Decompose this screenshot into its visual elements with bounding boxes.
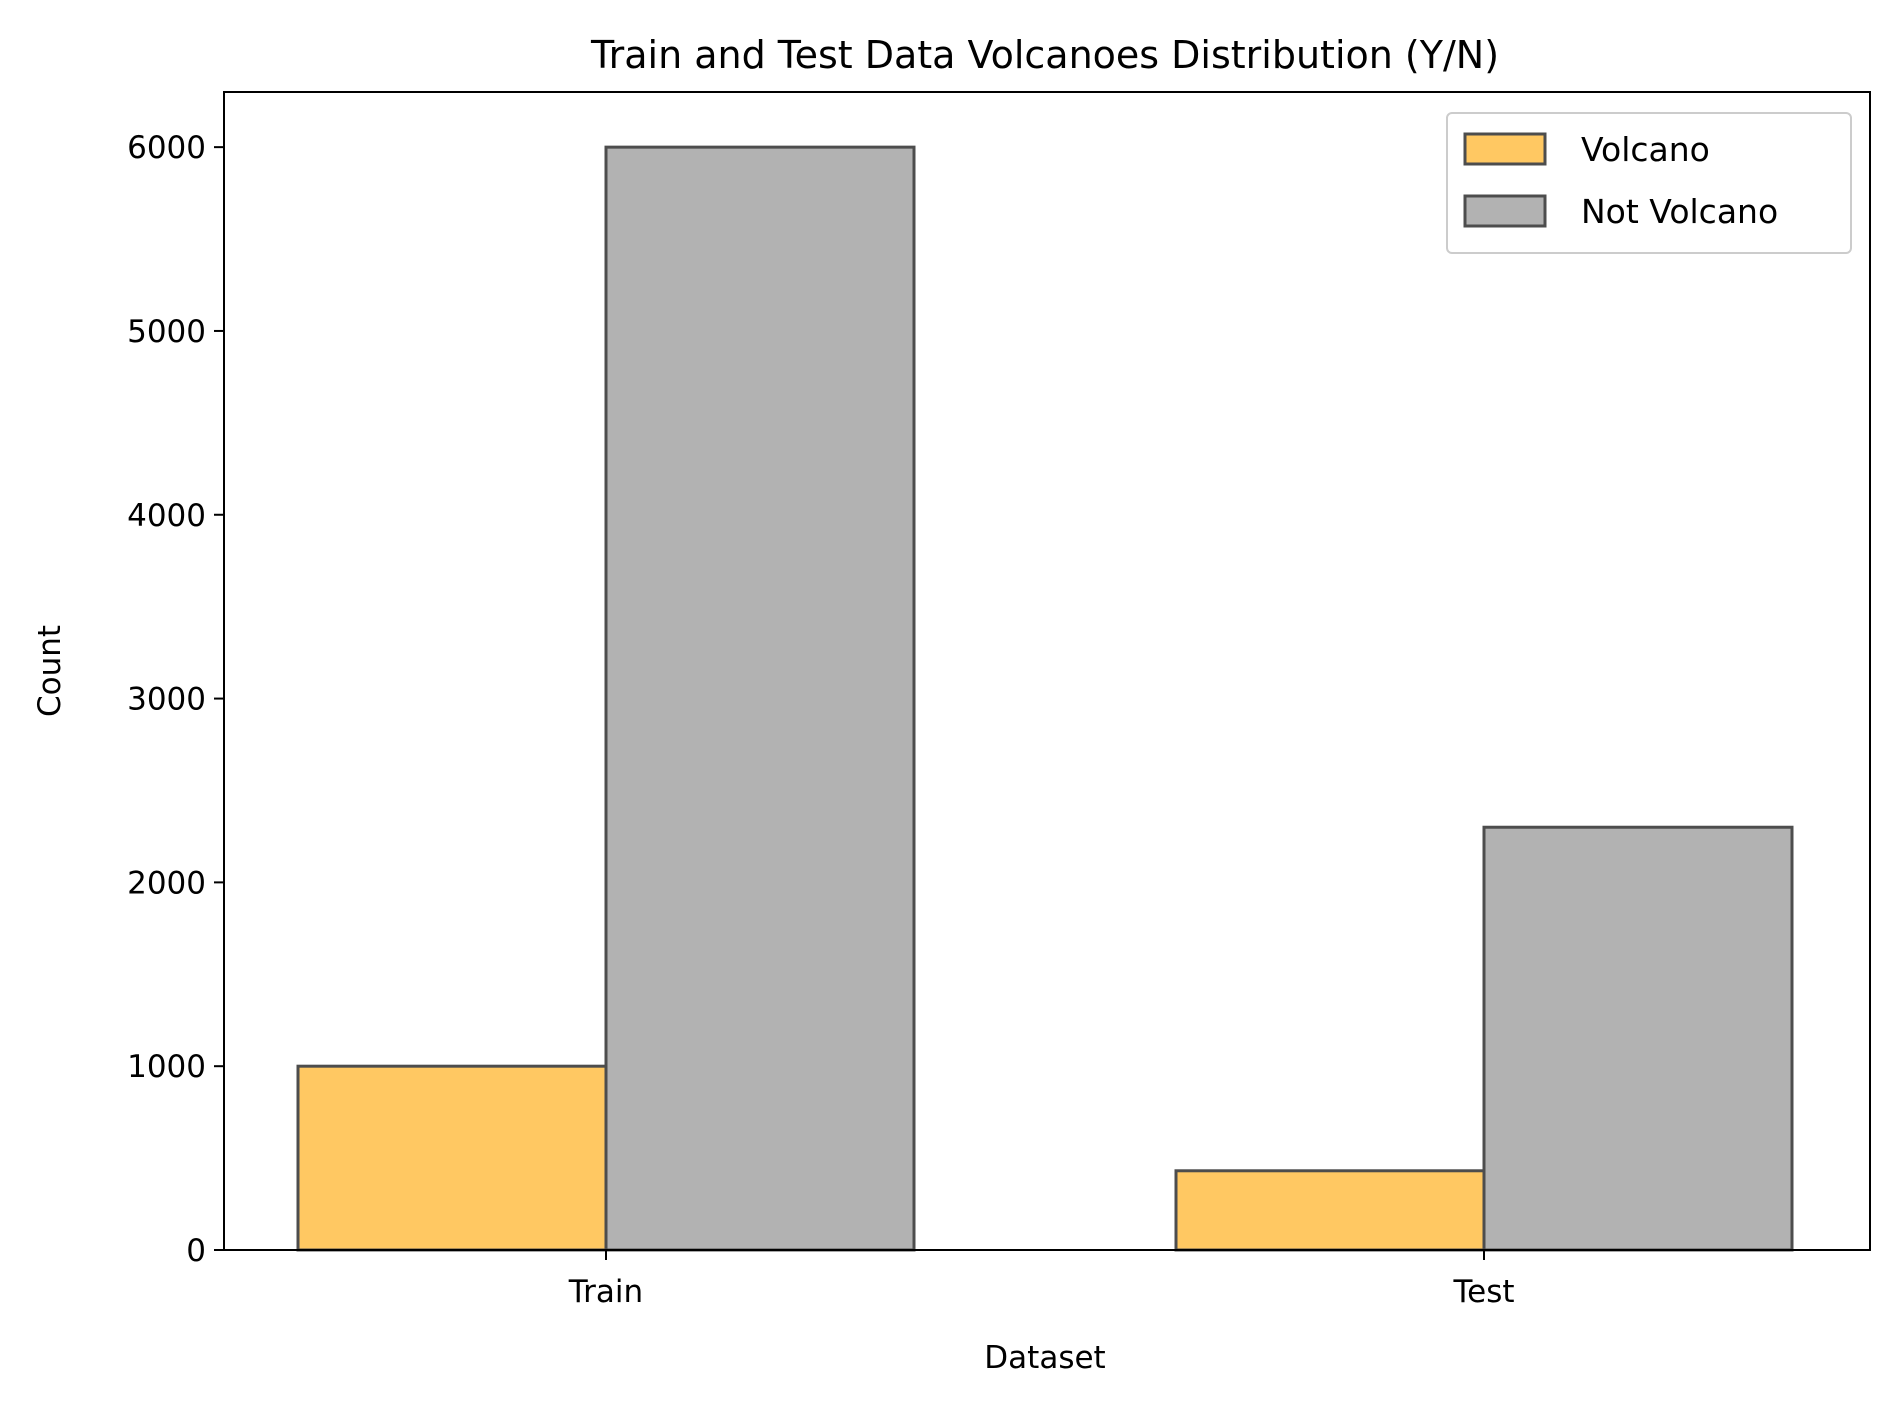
y-tick-label: 5000 <box>127 314 206 350</box>
y-tick-label: 2000 <box>127 865 206 901</box>
legend-swatch-volcano <box>1463 132 1547 166</box>
bar-not-volcano-test <box>1482 825 1794 1252</box>
legend-label: Not Volcano <box>1581 192 1778 231</box>
x-tick-label: Test <box>1452 1274 1514 1310</box>
y-tick-label: 0 <box>186 1233 206 1269</box>
y-tick-label: 1000 <box>127 1049 206 1085</box>
bar-not-volcano-train <box>604 145 916 1252</box>
bar-volcano-train <box>296 1064 608 1252</box>
plot-frame <box>223 91 1871 1251</box>
legend-swatch-not-volcano <box>1463 194 1547 228</box>
y-axis: 0 1000 2000 3000 4000 5000 6000 <box>127 130 224 1269</box>
bar-volcano-test <box>1174 1169 1486 1252</box>
legend-label: Volcano <box>1581 130 1710 169</box>
bars <box>296 145 1794 1252</box>
legend-box <box>1446 112 1852 254</box>
y-axis-label: Count <box>32 625 68 717</box>
legend: Volcano Not Volcano <box>1446 112 1852 254</box>
y-tick-label: 4000 <box>127 498 206 534</box>
y-tick-label: 3000 <box>127 682 206 718</box>
x-axis-label: Dataset <box>984 1340 1105 1376</box>
chart-title: Train and Test Data Volcanoes Distributi… <box>590 33 1499 77</box>
x-axis: Train Test <box>568 1250 1515 1310</box>
x-tick-label: Train <box>568 1274 643 1310</box>
y-tick-label: 6000 <box>127 130 206 166</box>
